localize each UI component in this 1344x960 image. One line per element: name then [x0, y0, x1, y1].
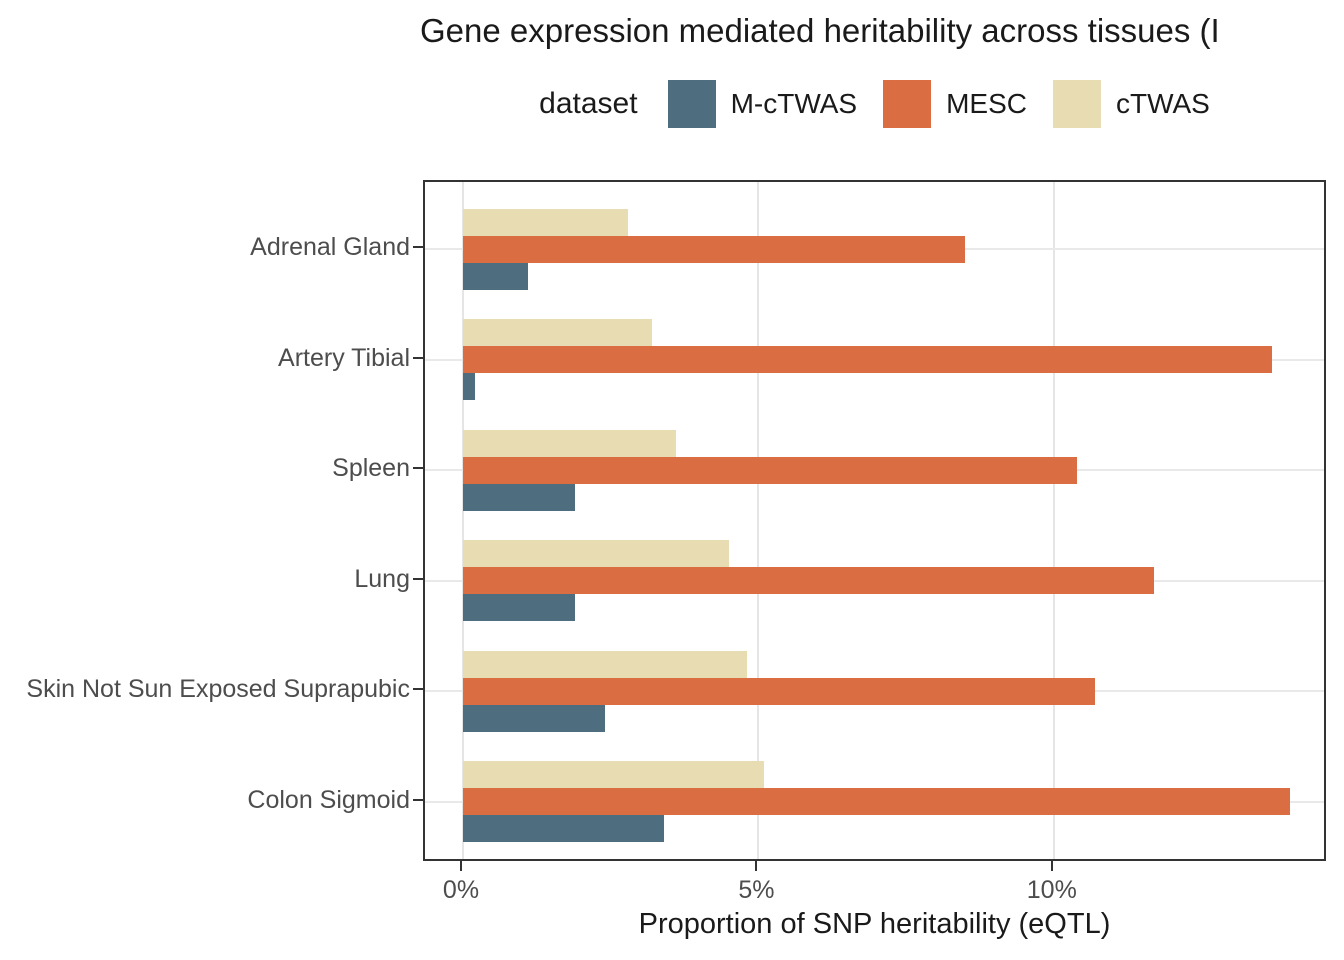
- bar-m-ctwas-4: [463, 704, 605, 732]
- y-axis-label: Colon Sigmoid: [247, 785, 410, 814]
- bar-mesc-1: [463, 346, 1273, 373]
- legend: dataset M-cTWAS MESC cTWAS: [423, 76, 1326, 132]
- legend-item: MESC: [883, 80, 1027, 128]
- bar-mesc-3: [463, 567, 1155, 594]
- y-axis-label: Skin Not Sun Exposed Suprapubic: [26, 675, 410, 703]
- chart-title: Gene expression mediated heritability ac…: [420, 12, 1220, 49]
- y-axis-label: Artery Tibial: [278, 343, 410, 372]
- x-axis-tick-label: 10%: [1026, 876, 1077, 904]
- y-axis-label: Lung: [354, 564, 410, 593]
- bar-ctwas-1: [463, 319, 653, 346]
- y-axis-label: Adrenal Gland: [250, 233, 410, 261]
- legend-swatch-ctwas: [1052, 80, 1101, 128]
- plot-panel: [423, 180, 1326, 861]
- legend-item: cTWAS: [1052, 80, 1210, 128]
- y-axis-tick: [413, 356, 423, 359]
- legend-swatch-m-ctwas: [667, 80, 716, 128]
- x-axis-tick-label: 5%: [738, 876, 775, 904]
- y-axis-tick: [413, 577, 423, 580]
- y-axis-tick: [413, 798, 423, 801]
- bar-m-ctwas-0: [463, 262, 528, 290]
- bar-m-ctwas-2: [463, 483, 576, 511]
- y-axis-tick: [413, 688, 423, 690]
- legend-swatch-mesc: [883, 80, 932, 128]
- gridline-vertical: [1052, 182, 1055, 859]
- bar-ctwas-4: [463, 650, 747, 678]
- x-axis-tick: [1050, 861, 1053, 871]
- bar-m-ctwas-5: [463, 815, 664, 842]
- bar-ctwas-5: [463, 761, 765, 788]
- x-axis-tick-label: 0%: [442, 876, 480, 904]
- gridline-vertical: [757, 182, 760, 859]
- bar-ctwas-3: [463, 540, 729, 567]
- bar-mesc-2: [463, 456, 1078, 484]
- bar-ctwas-2: [463, 429, 676, 457]
- gridline-vertical: [462, 182, 464, 859]
- x-axis-tick: [755, 861, 758, 871]
- bar-ctwas-0: [463, 208, 629, 236]
- bar-m-ctwas-3: [463, 594, 576, 621]
- bar-m-ctwas-1: [463, 373, 475, 400]
- x-axis-title: Proportion of SNP heritability (eQTL): [638, 908, 1111, 940]
- y-axis-tick: [413, 467, 423, 469]
- legend-label: cTWAS: [1115, 88, 1210, 119]
- bar-mesc-0: [463, 235, 966, 263]
- x-axis-tick: [460, 861, 462, 871]
- legend-item: M-cTWAS: [667, 80, 858, 128]
- legend-label: M-cTWAS: [730, 88, 858, 119]
- bar-mesc-5: [463, 788, 1291, 815]
- legend-title: dataset: [539, 87, 638, 120]
- y-axis-label: Spleen: [332, 454, 410, 482]
- legend-label: MESC: [946, 88, 1027, 119]
- bar-mesc-4: [463, 677, 1096, 705]
- y-axis-tick: [413, 246, 423, 248]
